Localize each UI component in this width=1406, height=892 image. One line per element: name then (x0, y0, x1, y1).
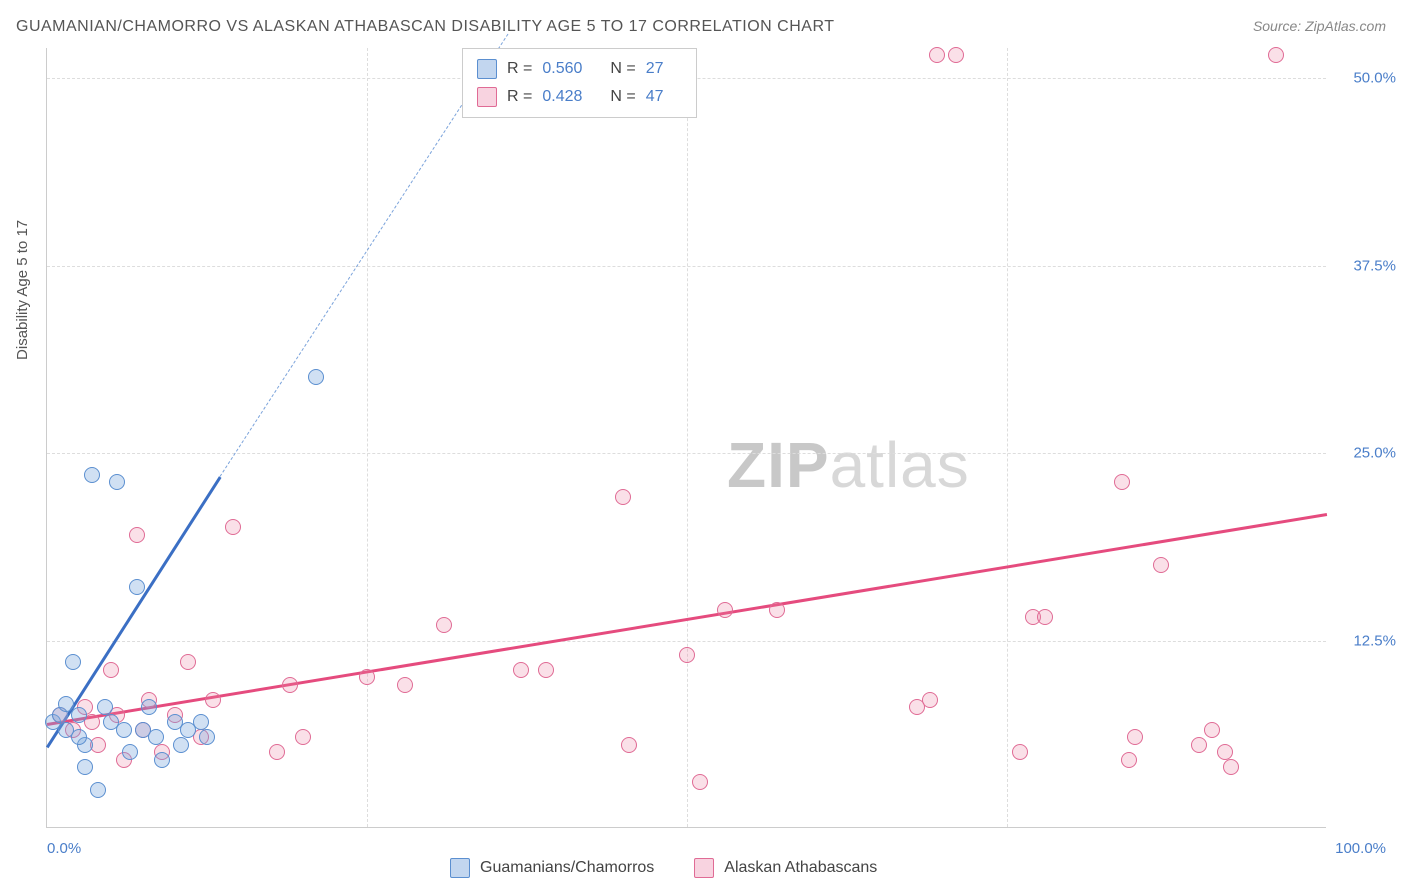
data-point-blue (129, 579, 145, 595)
data-point-pink (1114, 474, 1130, 490)
gridline-v (687, 48, 688, 827)
n-value-pink: 47 (646, 83, 664, 111)
data-point-blue (109, 474, 125, 490)
data-point-pink (615, 489, 631, 505)
stats-legend: R = 0.560 N = 27 R = 0.428 N = 47 (462, 48, 697, 118)
legend-label-pink: Alaskan Athabascans (724, 859, 877, 877)
r-label: R = (507, 55, 532, 83)
data-point-pink (282, 677, 298, 693)
y-tick-label: 37.5% (1336, 257, 1396, 274)
x-tick-min: 0.0% (47, 840, 81, 857)
swatch-blue-icon (450, 858, 470, 878)
data-point-blue (116, 722, 132, 738)
data-point-pink (1127, 729, 1143, 745)
n-label: N = (610, 55, 635, 83)
legend-entry-pink: Alaskan Athabascans (694, 858, 877, 878)
data-point-blue (199, 729, 215, 745)
data-point-pink (397, 677, 413, 693)
data-point-blue (141, 699, 157, 715)
gridline-v (367, 48, 368, 827)
chart-container: GUAMANIAN/CHAMORRO VS ALASKAN ATHABASCAN… (0, 0, 1406, 892)
data-point-blue (148, 729, 164, 745)
source-label: Source: (1253, 18, 1305, 34)
data-point-pink (436, 617, 452, 633)
data-point-blue (97, 699, 113, 715)
data-point-pink (1204, 722, 1220, 738)
y-axis-label: Disability Age 5 to 17 (14, 220, 31, 360)
legend-entry-blue: Guamanians/Chamorros (450, 858, 654, 878)
data-point-pink (1012, 744, 1028, 760)
data-point-blue (58, 696, 74, 712)
swatch-pink-icon (477, 87, 497, 107)
data-point-pink (103, 662, 119, 678)
n-value-blue: 27 (646, 55, 664, 83)
data-point-blue (71, 707, 87, 723)
data-point-pink (1268, 47, 1284, 63)
data-point-blue (71, 729, 87, 745)
data-point-pink (269, 744, 285, 760)
data-point-pink (295, 729, 311, 745)
data-point-pink (1191, 737, 1207, 753)
data-point-pink (513, 662, 529, 678)
data-point-pink (129, 527, 145, 543)
data-point-pink (359, 669, 375, 685)
data-point-pink (205, 692, 221, 708)
data-point-pink (1217, 744, 1233, 760)
stats-row-pink: R = 0.428 N = 47 (477, 83, 682, 111)
data-point-pink (717, 602, 733, 618)
data-point-pink (769, 602, 785, 618)
data-point-pink (948, 47, 964, 63)
r-label: R = (507, 83, 532, 111)
x-tick-max: 100.0% (1335, 840, 1386, 857)
data-point-pink (692, 774, 708, 790)
y-tick-label: 12.5% (1336, 632, 1396, 649)
data-point-pink (679, 647, 695, 663)
gridline-v (1007, 48, 1008, 827)
chart-title: GUAMANIAN/CHAMORRO VS ALASKAN ATHABASCAN… (16, 18, 834, 36)
swatch-pink-icon (694, 858, 714, 878)
data-point-pink (1037, 609, 1053, 625)
y-tick-label: 50.0% (1336, 70, 1396, 87)
data-point-pink (538, 662, 554, 678)
legend-label-blue: Guamanians/Chamorros (480, 859, 654, 877)
data-point-blue (154, 752, 170, 768)
data-point-blue (90, 782, 106, 798)
data-point-pink (1153, 557, 1169, 573)
stats-row-blue: R = 0.560 N = 27 (477, 55, 682, 83)
n-label: N = (610, 83, 635, 111)
r-value-blue: 0.560 (542, 55, 582, 83)
data-point-pink (1121, 752, 1137, 768)
data-point-blue (173, 737, 189, 753)
r-value-pink: 0.428 (542, 83, 582, 111)
data-point-blue (122, 744, 138, 760)
data-point-blue (193, 714, 209, 730)
source-attribution: Source: ZipAtlas.com (1253, 18, 1386, 34)
data-point-pink (180, 654, 196, 670)
data-point-pink (225, 519, 241, 535)
watermark: ZIPatlas (727, 428, 970, 502)
plot-area: ZIPatlas 12.5%25.0%37.5%50.0%0.0%100.0% (46, 48, 1326, 828)
series-legend: Guamanians/Chamorros Alaskan Athabascans (450, 858, 877, 878)
data-point-blue (84, 467, 100, 483)
swatch-blue-icon (477, 59, 497, 79)
data-point-pink (922, 692, 938, 708)
y-tick-label: 25.0% (1336, 445, 1396, 462)
data-point-pink (929, 47, 945, 63)
watermark-light: atlas (830, 429, 970, 501)
watermark-bold: ZIP (727, 429, 830, 501)
source-name: ZipAtlas.com (1305, 18, 1386, 34)
data-point-pink (1223, 759, 1239, 775)
data-point-pink (621, 737, 637, 753)
data-point-blue (77, 759, 93, 775)
data-point-blue (65, 654, 81, 670)
data-point-blue (308, 369, 324, 385)
